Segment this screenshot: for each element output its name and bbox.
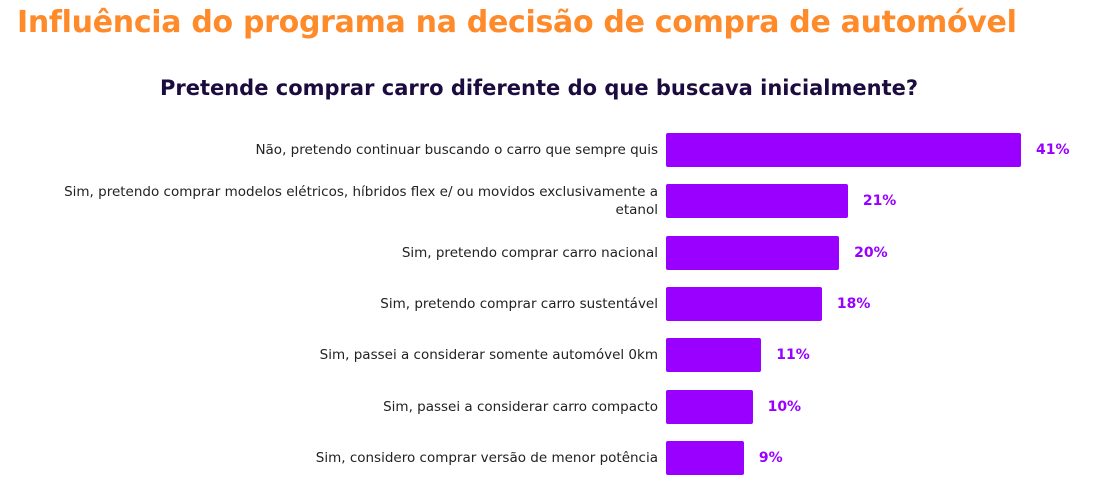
category-label: Sim, passei a considerar somente automóv…	[319, 347, 658, 364]
chart-subtitle: Pretende comprar carro diferente do que …	[159, 76, 919, 100]
value-label: 10%	[767, 398, 802, 415]
category-label: Sim, pretendo comprar modelos elétricos,…	[64, 184, 658, 219]
category-label: Sim, pretendo comprar carro sustentável	[380, 296, 658, 313]
value-label: 41%	[1036, 142, 1070, 158]
value-label: 21%	[862, 193, 897, 210]
value-label: 9%	[758, 450, 783, 467]
value-label: 11%	[776, 347, 810, 364]
page-title: Influência do programa na decisão de com…	[17, 5, 1017, 40]
bar	[666, 133, 1021, 167]
value-label: 18%	[836, 296, 871, 313]
category-label: Sim, passei a considerar carro compacto	[383, 398, 658, 415]
bar	[666, 389, 753, 424]
bar	[666, 287, 822, 322]
category-label: Sim, pretendo comprar carro nacional	[401, 244, 658, 261]
bar	[666, 235, 840, 270]
bar	[666, 338, 762, 373]
bar	[666, 441, 744, 476]
bar	[666, 184, 848, 219]
category-label: Não, pretendo continuar buscando o carro…	[255, 142, 658, 158]
category-label: Sim, considero comprar versão de menor p…	[315, 450, 658, 467]
value-label: 20%	[854, 244, 888, 261]
